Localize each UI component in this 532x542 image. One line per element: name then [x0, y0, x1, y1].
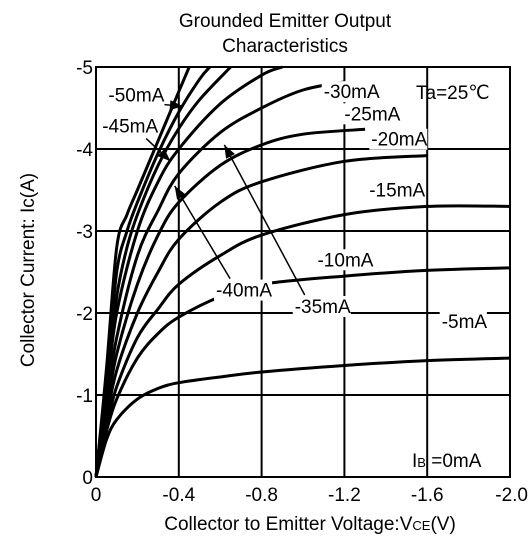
annotation-label: -50mA — [108, 85, 164, 106]
annotation-label: -40mA — [216, 281, 272, 302]
y-tick-label: 0 — [82, 468, 93, 489]
x-tick-label: 0 — [91, 485, 102, 506]
annotation-label-bg — [214, 279, 273, 301]
annotation-label-bg — [367, 179, 426, 201]
ib-zero-label-tail: =0mA — [426, 451, 482, 472]
x-tick-label: -1.6 — [411, 485, 444, 506]
ib-zero-label: IB =0mA — [412, 451, 482, 472]
annotation-label-bg — [342, 103, 401, 125]
annotation-label-bg — [106, 84, 165, 106]
curve-ib10ma — [94, 266, 511, 478]
plot-frame — [95, 66, 511, 478]
annotation-leader-line — [174, 185, 231, 279]
y-axis-label: Collector Current: Ic(A) — [18, 173, 39, 367]
x-tick-label: -2.0 — [495, 485, 528, 506]
curve-ib15ma — [94, 204, 511, 478]
annotation-label: -5mA — [442, 312, 488, 333]
x-tick-label: -0.4 — [162, 485, 195, 506]
curve-ib5ma — [94, 356, 511, 478]
annotation-label: -25mA — [344, 104, 400, 125]
annotation-arrowhead — [174, 185, 186, 200]
annotation-label: -10mA — [317, 250, 373, 271]
ib-zero-label-sub: B — [417, 455, 426, 470]
annotation-label: -30mA — [324, 82, 380, 103]
annotation-arrowhead — [224, 144, 235, 159]
x-axis-label-sub: CE — [412, 518, 430, 533]
annotation-leader-line — [223, 144, 306, 296]
annotation-label: -15mA — [369, 181, 425, 202]
annotation-label-bg — [315, 249, 374, 271]
annotation-label-bg — [100, 115, 159, 137]
annotations: -50mA -45mA -40mA -35mA -30mA-25mA -20mA -15mA… — [100, 81, 487, 333]
x-axis-label-tail: (V) — [430, 514, 455, 535]
annotation-label: -45mA — [102, 117, 158, 138]
curve-ib30ma — [94, 80, 345, 478]
y-tick-label: -2 — [76, 304, 93, 325]
ambient-label: Ta=25℃ — [416, 83, 490, 104]
y-tick-label: -1 — [76, 386, 93, 407]
x-tick-label: -1.2 — [328, 485, 361, 506]
x-axis-label: Collector to Emitter Voltage:VCE(V) — [164, 514, 456, 535]
annotation-label: -35mA — [295, 297, 351, 318]
curve-ib25ma — [94, 127, 366, 478]
y-tick-label: -4 — [76, 140, 93, 161]
annotation-label: -20mA — [371, 130, 427, 151]
curve-ib20ma — [94, 154, 428, 478]
annotation-label-bg — [292, 296, 351, 317]
annotation-arrowhead — [157, 148, 171, 162]
y-tick-label: -3 — [76, 222, 93, 243]
curves — [94, 65, 511, 478]
annotation-label-bg — [439, 310, 487, 332]
annotation-arrowhead — [169, 100, 183, 111]
ib-zero-label-main: I — [412, 451, 417, 472]
annotation-label-bg — [321, 81, 380, 103]
annotation-label-bg — [369, 128, 428, 150]
chart-title-line2: Characteristics — [222, 36, 348, 57]
x-tick-label: -0.8 — [245, 485, 278, 506]
tick-labels: 0 -0.4 -0.8 -1.2 -1.6 -2.0 0 -1 -2 -3 -4 -5 — [76, 58, 528, 506]
chart-title-line1: Grounded Emitter Output — [179, 11, 392, 32]
curve-ib50ma — [94, 66, 191, 478]
y-tick-label: -5 — [76, 58, 93, 79]
x-axis-label-main: Collector to Emitter Voltage:V — [164, 514, 412, 535]
